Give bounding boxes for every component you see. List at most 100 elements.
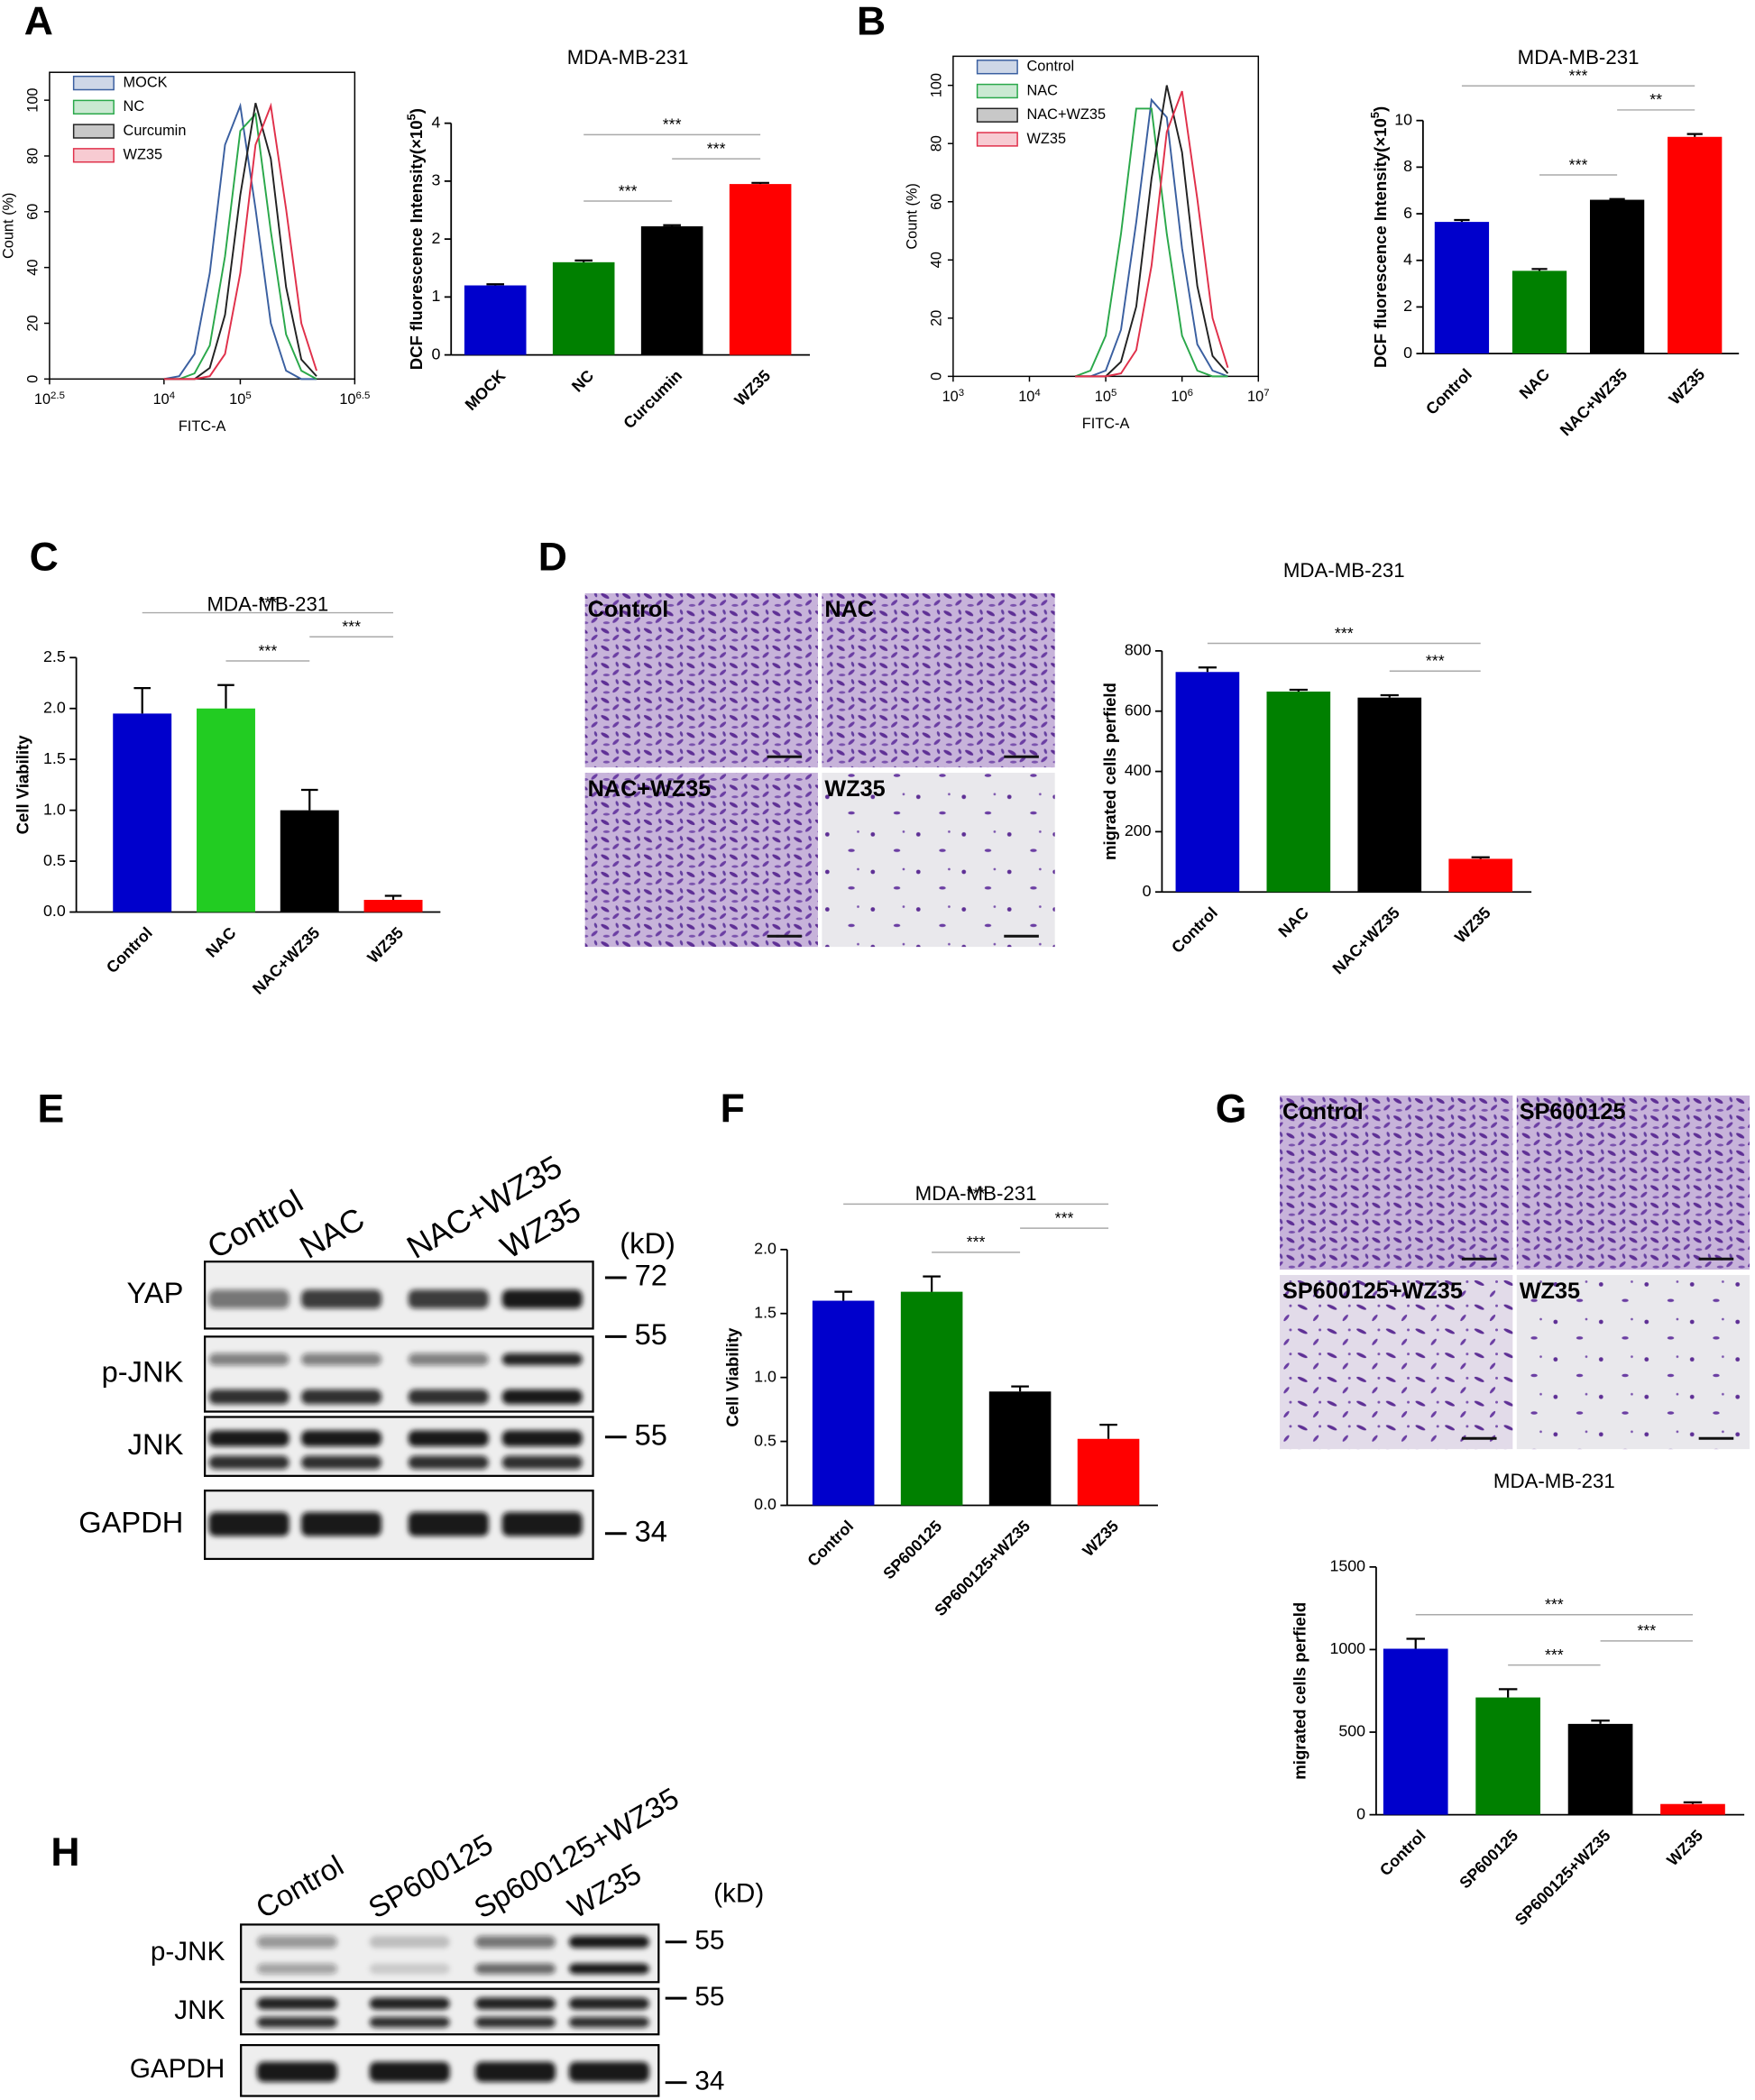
bar [280, 810, 339, 912]
chart-title: MDA-MB-231 [207, 592, 328, 615]
legend-swatch [976, 132, 1018, 147]
y-tick-label: 0 [1403, 344, 1412, 362]
legend-swatch [72, 148, 115, 163]
x-tick-label: 105 [229, 390, 252, 408]
x-tick-label: 107 [1247, 388, 1270, 405]
bar [197, 708, 255, 912]
plot-frame [49, 71, 356, 381]
blot-band [256, 1936, 338, 1949]
significance-label: *** [342, 618, 361, 636]
legend-label: WZ35 [124, 147, 163, 163]
chart-title: MDA-MB-231 [1493, 1470, 1615, 1492]
legend-swatch [72, 99, 115, 115]
marker-label: 55 [694, 1982, 724, 2012]
panel-label: D [538, 536, 567, 580]
micrograph-label: Control [1282, 1099, 1364, 1124]
blot-band [474, 1963, 556, 1975]
blot-band [568, 2061, 649, 2082]
x-axis-label: FITC-A [179, 418, 226, 435]
micrograph-label: NAC+WZ35 [588, 776, 712, 802]
unit-label: (kD) [713, 1879, 764, 1909]
y-axis-label: Cell Viability [14, 735, 32, 835]
blot-band [474, 1997, 556, 2010]
y-tick-label: 100 [24, 88, 41, 113]
x-tick-label: SP600125+WZ35 [1512, 1826, 1614, 1929]
y-tick-label: 500 [1338, 1722, 1365, 1740]
significance-label: *** [707, 139, 726, 157]
panel-label: C [30, 536, 59, 580]
blot-band [369, 2016, 450, 2028]
bar [1175, 672, 1240, 893]
y-tick-label: 2 [431, 229, 440, 247]
bar [812, 1300, 875, 1506]
blot-band [300, 1455, 382, 1470]
y-tick-label: 4 [1403, 250, 1412, 268]
bar [464, 285, 527, 355]
x-tick-label: Control [103, 923, 156, 977]
blot-band [208, 1389, 289, 1405]
bar [988, 1391, 1052, 1506]
legend-swatch [976, 107, 1018, 123]
legend-swatch [72, 75, 115, 91]
row-label: p-JNK [102, 1355, 184, 1389]
x-axis-label: FITC-A [1082, 416, 1130, 432]
blot-band [369, 2061, 450, 2082]
x-tick-label: 105 [1095, 388, 1117, 405]
x-tick-label: WZ35 [730, 366, 774, 409]
panel-label: F [721, 1087, 745, 1132]
significance-label: *** [967, 1233, 986, 1251]
y-axis-label: Count (%) [1, 193, 17, 260]
x-tick-label: WZ35 [363, 923, 407, 967]
y-tick-label: 80 [928, 135, 944, 151]
blot-band [300, 1353, 382, 1366]
y-axis-label: DCF fluorescence Intensity(×105) [405, 108, 426, 370]
x-tick-label: Curcumin [620, 366, 685, 432]
x-tick-label: WZ35 [1079, 1517, 1122, 1560]
significance-label: *** [1569, 66, 1588, 84]
micrograph-label: Control [588, 597, 669, 622]
x-tick-label: Control [1168, 903, 1221, 957]
row-label: GAPDH [130, 2054, 225, 2084]
blot-band [568, 1936, 649, 1949]
y-tick-label: 0 [1143, 882, 1152, 900]
significance-label: *** [967, 1185, 986, 1203]
blot-band [474, 2061, 556, 2082]
y-tick-label: 400 [1125, 761, 1152, 779]
y-tick-label: 1000 [1329, 1639, 1365, 1657]
y-tick-label: 2 [1403, 297, 1412, 315]
panel-label: E [38, 1087, 65, 1132]
micrograph-label: NAC [824, 597, 874, 622]
bar [1077, 1438, 1140, 1506]
blot-band [501, 1455, 583, 1470]
histogram-line [1075, 97, 1228, 378]
y-tick-label: 1500 [1329, 1557, 1365, 1575]
marker-label: 55 [635, 1317, 667, 1351]
chart-title: MDA-MB-231 [1283, 559, 1405, 582]
chart-title: MDA-MB-231 [567, 46, 689, 69]
blot-band [408, 1430, 489, 1447]
panel-label: G [1216, 1087, 1247, 1132]
legend-swatch [976, 83, 1018, 99]
panel-label: B [857, 0, 886, 44]
blot-band [300, 1430, 382, 1447]
x-tick-label: NAC+WZ35 [1557, 365, 1631, 439]
lane-label: Control [250, 1848, 349, 1925]
bar [1668, 136, 1723, 354]
x-tick-label: WZ35 [1666, 365, 1709, 408]
blot-band [208, 1455, 289, 1470]
marker-label: 55 [635, 1417, 667, 1451]
bar [1589, 199, 1645, 354]
y-tick-label: 2.5 [43, 647, 66, 665]
bar [1434, 222, 1490, 354]
significance-label: *** [663, 115, 682, 133]
blot-band [568, 1963, 649, 1975]
lane-label: Control [201, 1183, 308, 1266]
x-tick-label: NAC+WZ35 [1329, 903, 1403, 977]
y-tick-label: 600 [1125, 701, 1152, 719]
x-tick-label: Control [1376, 1826, 1429, 1879]
marker-label: 55 [694, 1926, 724, 1956]
micrograph [584, 593, 818, 768]
y-tick-label: 60 [24, 204, 41, 220]
blot-band [501, 1430, 583, 1447]
